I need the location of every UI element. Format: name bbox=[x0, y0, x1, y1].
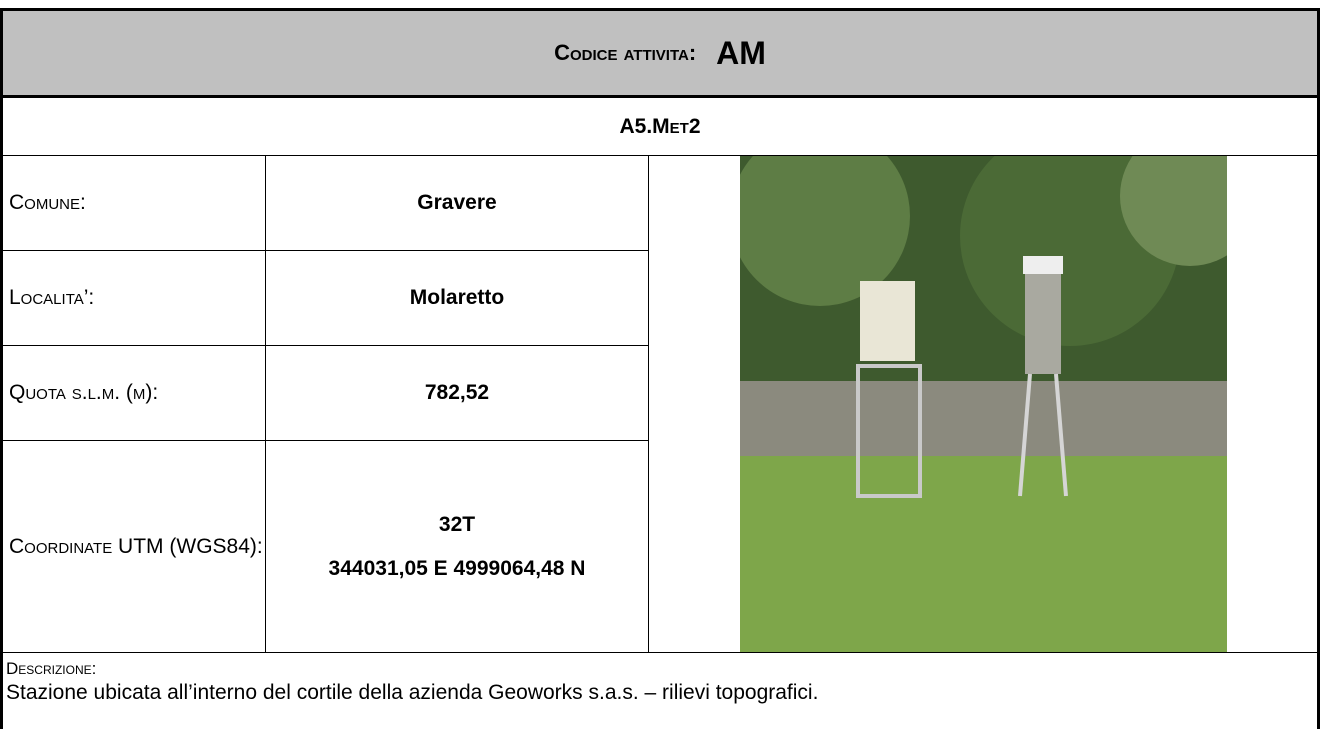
station-photo bbox=[739, 155, 1227, 653]
description-block: Descrizione: Stazione ubicata all’intern… bbox=[3, 652, 1317, 729]
field-label: Quota s.l.m. (m): bbox=[0, 345, 266, 441]
station-row: A5.Met2 bbox=[0, 97, 1320, 156]
field-value: Gravere bbox=[265, 155, 649, 251]
header-code: AM bbox=[716, 34, 766, 71]
header-label: Codice attivita: bbox=[554, 40, 697, 65]
utm-zone: 32T bbox=[438, 512, 476, 536]
photo-cell bbox=[648, 155, 1320, 653]
field-value: 782,52 bbox=[265, 345, 649, 441]
field-value: Molaretto bbox=[265, 250, 649, 346]
field-label: Comune: bbox=[0, 155, 266, 251]
header-row: Codice attivita: AM bbox=[0, 8, 1320, 98]
station-id: A5.Met2 bbox=[619, 114, 701, 138]
field-value: 32T 344031,05 E 4999064,48 N bbox=[265, 440, 649, 653]
description-label: Descrizione: bbox=[6, 659, 97, 678]
field-label: Coordinate UTM (WGS84): bbox=[0, 440, 266, 653]
field-label: Localita’: bbox=[0, 250, 266, 346]
description-text: Stazione ubicata all’interno del cortile… bbox=[6, 681, 819, 704]
utm-coords: 344031,05 E 4999064,48 N bbox=[328, 556, 586, 580]
